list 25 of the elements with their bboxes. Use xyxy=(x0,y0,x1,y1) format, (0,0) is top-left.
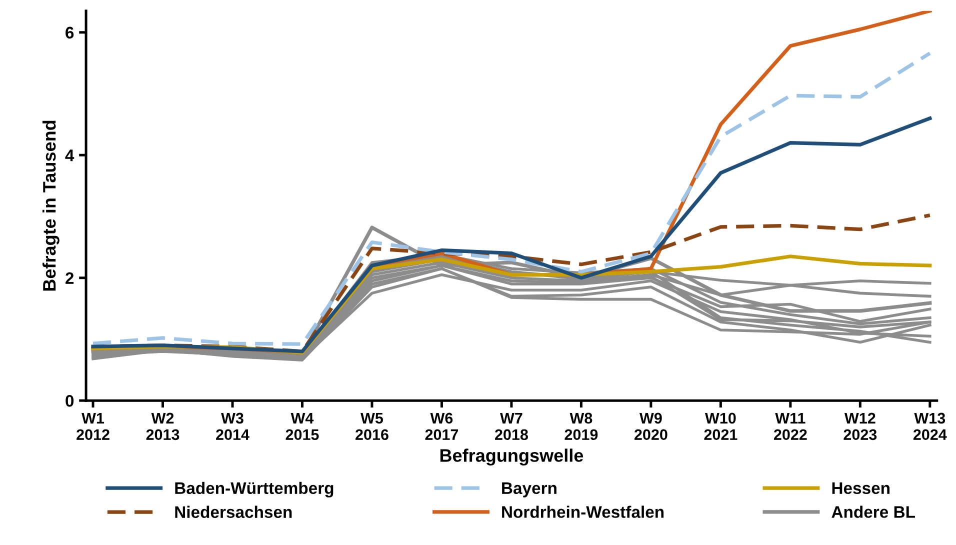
y-tick-label: 2 xyxy=(66,272,74,284)
x-tick-label: W5 2016 xyxy=(356,412,388,440)
x-tick-label: W4 2015 xyxy=(286,412,319,440)
x-tick-label: W11 2022 xyxy=(774,412,807,440)
x-tick-label: W13 2024 xyxy=(913,412,947,440)
x-tick-label: W8 2019 xyxy=(564,412,598,440)
x-tick-label: W1 2012 xyxy=(76,412,110,440)
y-tick-label: 6 xyxy=(66,26,74,39)
x-axis-title: Befragungswelle xyxy=(440,448,584,466)
x-tick-label: W10 2021 xyxy=(704,412,738,440)
legend-label: Baden-Württemberg xyxy=(175,482,334,498)
y-axis-title: Befragte in Tausend xyxy=(42,120,60,291)
x-tick-label: W9 2020 xyxy=(634,412,668,440)
legend-label: Andere BL xyxy=(832,506,915,518)
legend-label: Niedersachsen xyxy=(175,506,292,518)
y-tick-label: 4 xyxy=(65,150,74,162)
legend-label: Bayern xyxy=(502,482,556,498)
x-tick-label: W3 2014 xyxy=(216,412,250,440)
x-tick-label: W12 2023 xyxy=(844,412,877,440)
y-tick-label: 0 xyxy=(66,394,74,407)
x-tick-label: W2 2013 xyxy=(146,412,180,440)
x-tick-label: W6 2017 xyxy=(425,412,458,440)
legend-label: Hessen xyxy=(832,482,890,494)
x-tick-label: W7 2018 xyxy=(495,412,528,440)
legend-label: Nordrhein-Westfalen xyxy=(502,506,664,518)
